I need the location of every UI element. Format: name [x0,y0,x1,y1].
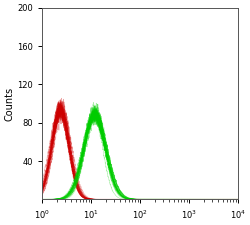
Y-axis label: Counts: Counts [4,86,14,121]
